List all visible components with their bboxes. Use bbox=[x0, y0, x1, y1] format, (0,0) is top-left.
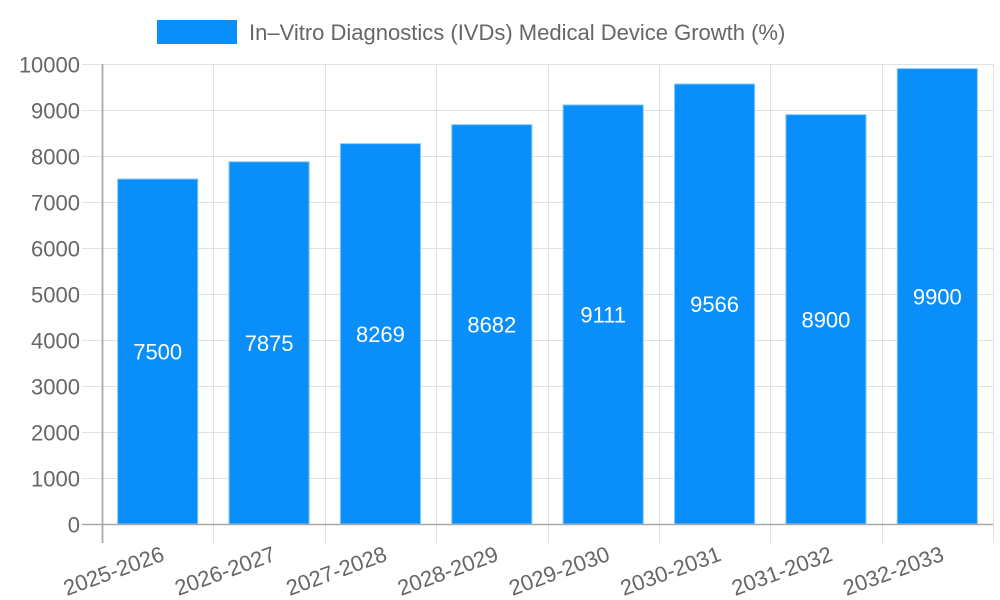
y-tick-label: 8000 bbox=[31, 145, 80, 170]
bar[interactable] bbox=[339, 143, 422, 525]
bar-value-label: 7875 bbox=[245, 331, 294, 356]
y-tick-label: 3000 bbox=[31, 375, 80, 400]
y-tick-label: 0 bbox=[68, 513, 80, 538]
bar[interactable] bbox=[673, 83, 756, 525]
x-tick-label: 2031-2032 bbox=[728, 541, 835, 600]
x-tick-label: 2027-2028 bbox=[283, 541, 390, 600]
bar[interactable] bbox=[117, 178, 199, 525]
bar-value-label: 7500 bbox=[133, 340, 182, 365]
bar-value-label: 8269 bbox=[356, 322, 405, 347]
bar[interactable] bbox=[562, 104, 644, 525]
y-tick-label: 9000 bbox=[31, 99, 80, 124]
legend[interactable]: In–Vitro Diagnostics (IVDs) Medical Devi… bbox=[157, 20, 785, 45]
y-tick-label: 4000 bbox=[31, 329, 80, 354]
axes bbox=[82, 64, 993, 543]
x-tick-label: 2032-2033 bbox=[840, 541, 947, 600]
y-tick-label: 5000 bbox=[31, 283, 80, 308]
y-axis-ticks: 0 1000 2000 3000 4000 5000 6000 7000 8000 9000 100… bbox=[19, 53, 80, 538]
bar[interactable] bbox=[228, 161, 310, 525]
bar[interactable] bbox=[896, 68, 978, 525]
legend-label: In–Vitro Diagnostics (IVDs) Medical Devi… bbox=[249, 20, 785, 45]
bar[interactable] bbox=[451, 124, 533, 525]
y-tick-label: 10000 bbox=[19, 53, 80, 78]
x-tick-label: 2026-2027 bbox=[171, 541, 278, 600]
y-tick-label: 6000 bbox=[31, 237, 80, 262]
legend-swatch bbox=[157, 20, 237, 44]
bars: 7500 7875 8269 8682 9111 9566 8900 9900 bbox=[117, 68, 978, 525]
x-tick-label: 2029-2030 bbox=[505, 541, 612, 600]
y-tick-label: 2000 bbox=[31, 421, 80, 446]
bar-value-label: 9111 bbox=[580, 302, 626, 327]
bar-value-label: 8900 bbox=[801, 307, 850, 332]
bar-value-label: 9900 bbox=[913, 284, 962, 309]
x-axis-ticks: 2025-2026 2026-2027 2027-2028 2028-2029 2029… bbox=[60, 541, 947, 600]
x-tick-label: 2030-2031 bbox=[617, 541, 724, 600]
x-tick-label: 2028-2029 bbox=[394, 541, 501, 600]
bar-value-label: 9566 bbox=[690, 292, 739, 317]
bar-value-label: 8682 bbox=[467, 312, 516, 337]
y-tick-label: 1000 bbox=[31, 467, 80, 492]
y-tick-label: 7000 bbox=[31, 191, 80, 216]
x-tick-label: 2025-2026 bbox=[60, 541, 167, 600]
